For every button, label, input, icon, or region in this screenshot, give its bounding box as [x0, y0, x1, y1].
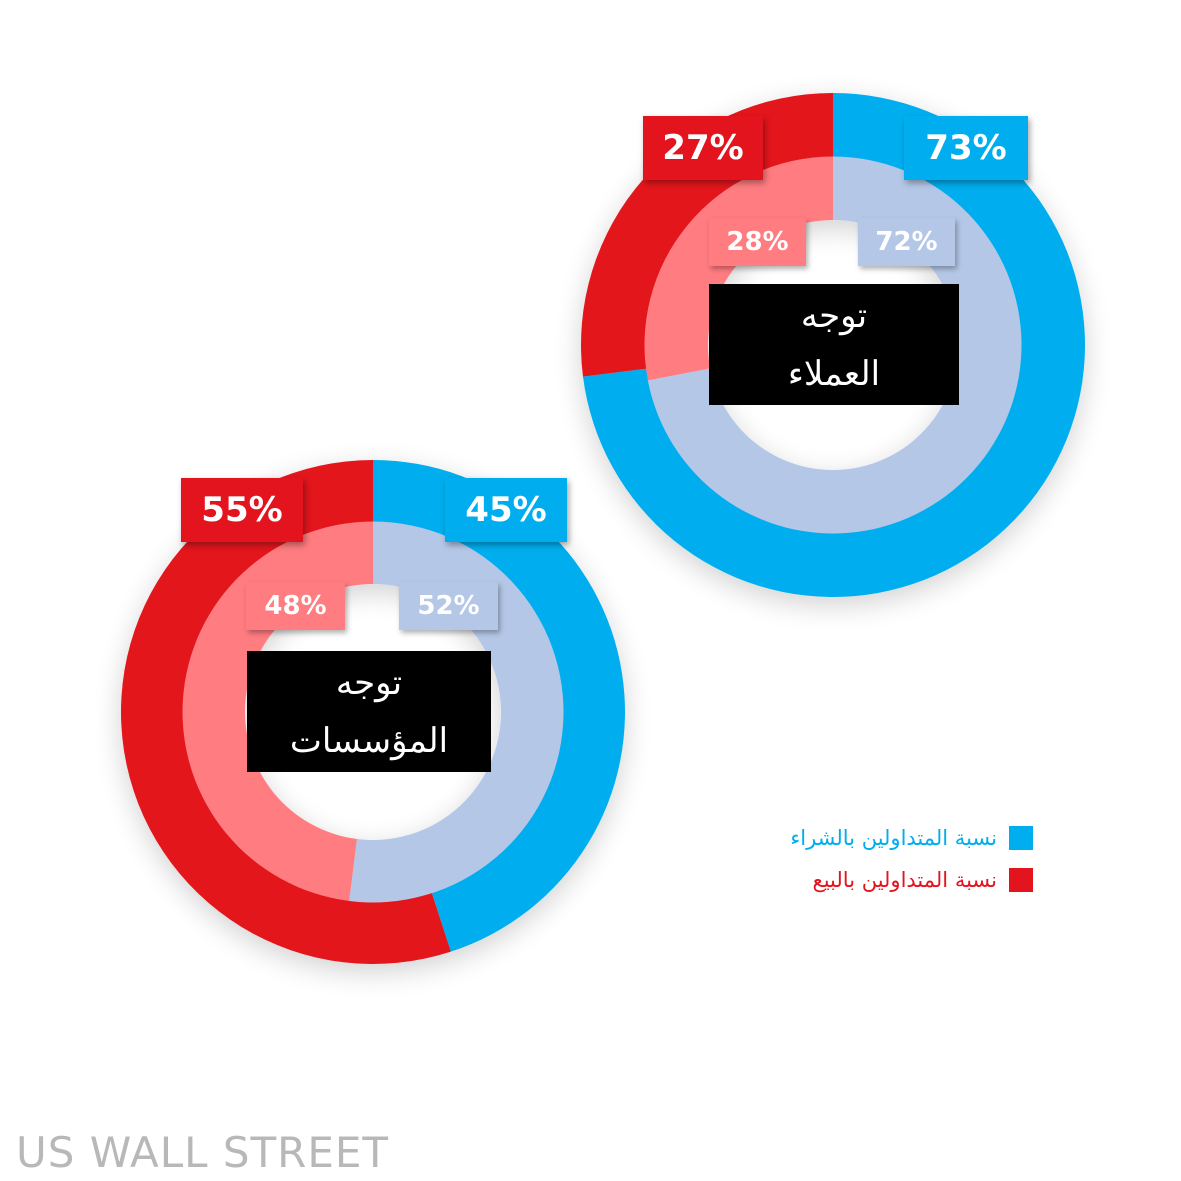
legend-sell-swatch: [1009, 868, 1033, 892]
institutions-inner-buy-label: 52%: [399, 582, 498, 630]
clients-center-line1: توجه: [800, 295, 868, 336]
institutions-outer-sell-arc: [121, 460, 451, 964]
institutions-center-line2: المؤسسات: [289, 720, 449, 761]
clients-inner-buy-label: 72%: [858, 218, 955, 266]
institutions-inner-sell-arc: [182, 521, 373, 901]
clients-inner-sell-label: 28%: [709, 218, 806, 266]
institutions-center-line1: توجه: [335, 662, 403, 703]
legend-buy: نسبة المتداولين بالشراء: [790, 826, 1033, 850]
institutions-inner-buy-arc: [349, 521, 564, 903]
clients-outer-sell-label: 27%: [643, 116, 763, 180]
legend-sell-text: نسبة المتداولين بالبيع: [812, 868, 997, 892]
institutions-center-title: توجه المؤسسات: [247, 651, 491, 772]
legend-buy-swatch: [1009, 826, 1033, 850]
institutions-outer-buy-label: 45%: [445, 478, 567, 542]
legend-sell: نسبة المتداولين بالبيع: [813, 868, 1033, 892]
clients-center-title: توجه العملاء: [709, 284, 959, 405]
clients-outer-sell-arc: [581, 93, 833, 377]
brand-watermark: US WALL STREET: [16, 1128, 390, 1177]
clients-outer-buy-label: 73%: [904, 116, 1028, 180]
institutions-inner-sell-label: 48%: [246, 582, 345, 630]
institutions-outer-sell-label: 55%: [181, 478, 303, 542]
institutions-donut-chart: [121, 459, 626, 964]
clients-inner-sell-arc: [644, 156, 833, 381]
legend-buy-text: نسبة المتداولين بالشراء: [790, 826, 997, 850]
institutions-outer-buy-arc: [373, 459, 626, 952]
clients-center-line2: العملاء: [787, 353, 881, 394]
